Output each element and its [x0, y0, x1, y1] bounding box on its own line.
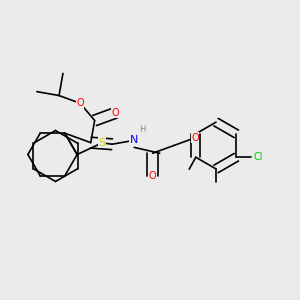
Text: O: O — [112, 108, 120, 118]
Text: N: N — [130, 135, 138, 145]
Text: O: O — [191, 133, 199, 143]
Text: S: S — [99, 138, 106, 148]
Text: O: O — [149, 171, 156, 181]
Text: H: H — [140, 125, 146, 134]
Text: O: O — [76, 98, 84, 108]
Text: Cl: Cl — [253, 152, 263, 162]
